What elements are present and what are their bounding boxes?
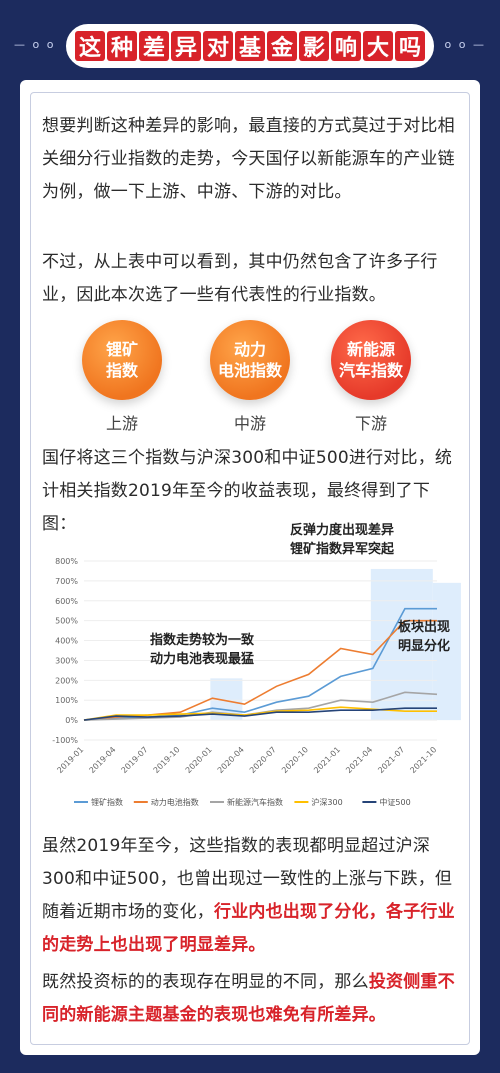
downstream-circle: 新能源 汽车指数 — [331, 320, 411, 400]
x-tick-label: 2019-10 — [152, 745, 182, 775]
analysis-highlight: 行业内也出现了分化，各子行业的走势上也出现了明显差异。 — [42, 902, 455, 955]
y-tick-label: 300% — [55, 656, 78, 665]
x-tick-label: 2020-01 — [184, 745, 214, 775]
legend-entry: 新能源汽车指数 — [227, 797, 283, 807]
x-tick-label: 2021-01 — [312, 745, 342, 775]
title-char: 对 — [203, 31, 233, 61]
y-tick-label: 200% — [55, 676, 78, 685]
paragraph-selection: 不过，从上表中可以看到，其中仍然包含了许多子行业，因此本次选了一些有代表性的行业… — [42, 252, 438, 305]
x-tick-label: 2021-04 — [344, 745, 374, 775]
x-tick-label: 2021-10 — [408, 745, 438, 775]
annotation-lithium: 反弹力度出现差异 锂矿指数异军突起 — [290, 521, 394, 559]
y-tick-label: 0% — [65, 716, 78, 725]
downstream-line1: 新能源 — [346, 340, 395, 359]
y-tick-label: 600% — [55, 597, 78, 606]
y-tick-label: 100% — [55, 696, 78, 705]
annotation-divergence-line2: 明显分化 — [398, 639, 451, 654]
upstream-line1: 锂矿 — [105, 340, 138, 359]
legend-entry: 中证500 — [379, 797, 410, 807]
midstream-circle: 动力 电池指数 — [210, 320, 290, 400]
title-char: 影 — [299, 31, 329, 61]
title-char: 差 — [139, 31, 169, 61]
annotation-lithium-line2: 锂矿指数异军突起 — [290, 542, 395, 557]
highlight-region — [432, 582, 461, 721]
x-tick-label: 2021-07 — [376, 745, 406, 775]
y-tick-label: 800% — [55, 557, 78, 566]
title-char: 响 — [331, 31, 361, 61]
title-char: 金 — [267, 31, 297, 61]
downstream-line2: 汽车指数 — [338, 361, 403, 380]
upstream-line2: 指数 — [105, 361, 138, 380]
x-tick-label: 2020-10 — [280, 745, 310, 775]
card-border — [30, 92, 470, 1045]
conclusion-text: 既然投资标的的表现存在明显的不同，那么 — [42, 972, 369, 992]
annotation-divergence: 板块出现 明显分化 — [398, 618, 450, 656]
downstream-label: 下游 — [354, 414, 387, 433]
title-char: 大 — [363, 31, 393, 61]
content-card: 想要判断这种差异的影响，最直接的方式莫过于对比相关细分行业指数的走势，今天国仔以… — [20, 80, 480, 1055]
paragraph-chart-intro: 国仔将这三个指数与沪深300和中证500进行对比，统计相关指数2019年至今的收… — [42, 448, 453, 534]
upstream-circle: 锂矿 指数 — [82, 320, 162, 400]
y-tick-label: -100% — [52, 736, 78, 745]
legend-entry: 沪深300 — [311, 797, 342, 807]
title-characters: 这种差异对基金影响大吗 — [75, 31, 425, 61]
annotation-divergence-line1: 板块出现 — [398, 620, 451, 635]
x-tick-label: 2020-07 — [248, 745, 278, 775]
header-decoration-left: — o o — [14, 38, 56, 51]
x-tick-label: 2019-04 — [87, 745, 117, 775]
legend-entry: 动力电池指数 — [151, 797, 199, 807]
returns-chart-svg: 800%700%600%500%400%300%200%100%0%-100%2… — [52, 557, 461, 807]
section-header: — o o 这种差异对基金影响大吗 o o — — [0, 18, 500, 74]
annotation-consistent: 指数走势较为一致 动力电池表现最猛 — [150, 631, 254, 669]
analysis-text: 虽然2019年至今，这些指数的表现都明显超过沪深300和中证500，也曾出现过一… — [42, 836, 453, 922]
series-line — [83, 707, 437, 721]
title-char: 异 — [171, 31, 201, 61]
y-tick-label: 700% — [55, 577, 78, 586]
midstream-line2: 电池指数 — [217, 361, 282, 380]
annotation-consistent-line1: 指数走势较为一致 — [150, 633, 255, 648]
title-char: 种 — [107, 31, 137, 61]
x-tick-label: 2020-04 — [216, 745, 246, 775]
y-tick-label: 400% — [55, 637, 78, 646]
annotation-lithium-line1: 反弹力度出现差异 — [290, 523, 395, 538]
header-decoration-right: o o — — [444, 38, 486, 51]
x-tick-label: 2019-01 — [55, 745, 85, 775]
title-char: 基 — [235, 31, 265, 61]
y-tick-label: 500% — [55, 617, 78, 626]
highlight-region — [370, 568, 433, 721]
title-char: 这 — [75, 31, 105, 61]
paragraph-conclusion: 既然投资标的的表现存在明显的不同，那么投资侧重不同的新能源主题基金的表现也难免有… — [42, 966, 462, 1032]
legend-entry: 锂矿指数 — [91, 797, 123, 807]
midstream-line1: 动力 — [233, 340, 266, 359]
upstream-label: 上游 — [105, 414, 138, 433]
title-char: 吗 — [395, 31, 425, 61]
section-title: 这种差异对基金影响大吗 — [66, 24, 434, 68]
paragraph-intro: 想要判断这种差异的影响，最直接的方式莫过于对比相关细分行业指数的走势，今天国仔以… — [42, 116, 455, 202]
annotation-consistent-line2: 动力电池表现最猛 — [150, 652, 255, 667]
x-tick-label: 2019-07 — [120, 745, 150, 775]
paragraph-analysis: 虽然2019年至今，这些指数的表现都明显超过沪深300和中证500，也曾出现过一… — [42, 830, 462, 962]
conclusion-highlight: 投资侧重不同的新能源主题基金的表现也难免有所差异。 — [42, 972, 455, 1025]
returns-chart: 800% 700% 600% 500% 400% 300% 200% 100% 0% -100% 2… — [32, 523, 462, 823]
midstream-label: 中游 — [233, 414, 266, 433]
